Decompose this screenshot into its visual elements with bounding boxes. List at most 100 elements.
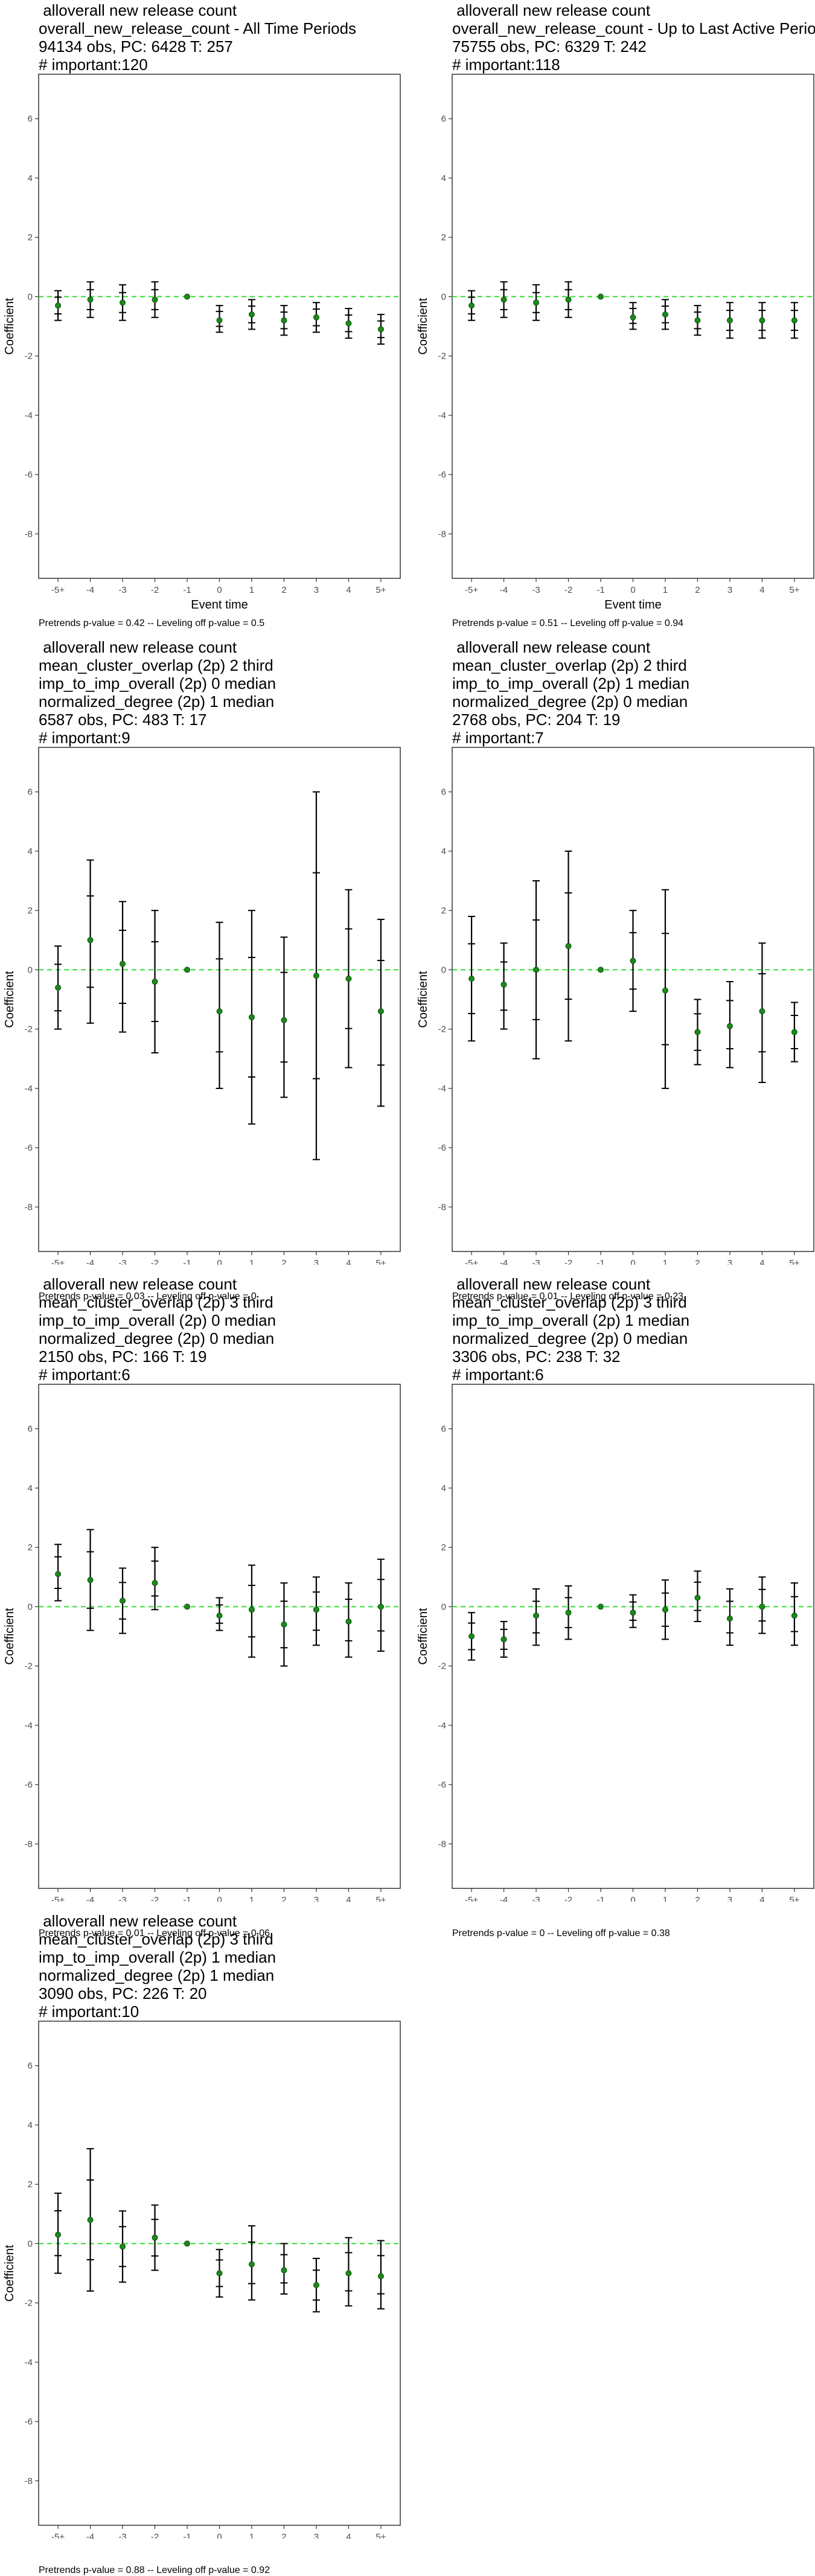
x-tick-label: 3 <box>727 1258 732 1265</box>
x-tick-label: -1 <box>183 585 191 595</box>
y-tick-label: -6 <box>25 470 33 480</box>
y-tick-label: -4 <box>25 1084 33 1094</box>
data-point <box>500 1636 507 1643</box>
chart-title-line: mean_cluster_overlap (2p) 3 third <box>452 1293 687 1311</box>
chart-title: alloverall new release count overall_new_… <box>452 1 815 74</box>
y-tick-label: -6 <box>25 1143 33 1153</box>
data-point <box>759 317 765 324</box>
y-tick-label: 0 <box>441 292 446 302</box>
data-point <box>533 299 540 306</box>
y-tick-label: 6 <box>441 114 446 124</box>
x-tick-label: 0 <box>630 585 635 595</box>
x-tick-label: -4 <box>86 1895 94 1902</box>
chart-title-line: 6587 obs, PC: 483 T: 17 <box>39 711 207 729</box>
y-tick-label: -6 <box>25 1780 33 1790</box>
y-tick-label: -8 <box>438 529 446 539</box>
x-tick-label: -3 <box>532 1895 540 1902</box>
chart-panel-7: alloverall new release count mean_cluster… <box>0 1911 401 2575</box>
data-point <box>726 317 733 324</box>
x-tick-label: 3 <box>727 1895 732 1902</box>
y-tick-label: -2 <box>25 351 33 362</box>
pvalue-footnote: Pretrends p-value = 0.01 -- Leveling off… <box>39 1928 270 1938</box>
chart-title-line: # important:7 <box>452 729 544 747</box>
x-tick-label: -5+ <box>465 585 478 595</box>
chart-title-line: alloverall new release count <box>39 1912 237 1930</box>
chart-title-line: imp_to_imp_overall (2p) 0 median <box>39 1311 276 1329</box>
data-point <box>87 2217 94 2223</box>
chart-panel-5: alloverall new release count mean_cluster… <box>0 1274 401 1938</box>
data-point <box>662 987 668 994</box>
x-tick-label: -2 <box>564 1258 572 1265</box>
chart-title: alloverall new release count mean_cluster… <box>39 638 276 747</box>
chart-title-line: 3306 obs, PC: 238 T: 32 <box>452 1347 621 1366</box>
y-axis-label: Coefficient <box>3 1608 16 1665</box>
x-tick-label: 0 <box>217 1258 222 1265</box>
data-point <box>184 1603 191 1610</box>
y-tick-label: -8 <box>25 2476 33 2486</box>
chart-title: alloverall new release count mean_cluster… <box>39 1275 276 1384</box>
chart-title-line: normalized_degree (2p) 1 median <box>39 692 275 711</box>
x-tick-label: 0 <box>217 1895 222 1902</box>
data-point <box>759 1603 765 1610</box>
chart-title-line: # important:6 <box>39 1366 130 1384</box>
data-point <box>248 311 255 318</box>
chart-title-line: # important:118 <box>452 56 560 74</box>
x-tick-label: 1 <box>249 1258 254 1265</box>
data-point <box>184 967 191 973</box>
x-tick-label: 5+ <box>376 585 386 595</box>
x-axis-label: Event time <box>191 598 248 612</box>
y-tick-label: -4 <box>25 2357 33 2368</box>
data-point <box>55 2231 62 2238</box>
x-tick-label: 5+ <box>789 1258 799 1265</box>
data-point <box>55 984 62 991</box>
data-point <box>120 2243 126 2250</box>
chart-title-line: overall_new_release_count - Up to Last A… <box>452 19 815 37</box>
chart-svg: -8 -6 -4 -2 0 2 4 6 -5+ -4 -3 -2 -1 0 1 2 3 4 5+ Coefficien… <box>417 747 814 1265</box>
x-tick-label: -4 <box>500 585 508 595</box>
data-point <box>726 1023 733 1029</box>
data-point <box>468 302 475 309</box>
data-point <box>377 326 384 333</box>
data-point <box>694 1029 701 1035</box>
data-point <box>598 293 604 300</box>
y-tick-label: 6 <box>28 114 33 124</box>
x-tick-label: 1 <box>663 585 668 595</box>
data-point <box>281 1621 287 1628</box>
data-point <box>694 1594 701 1601</box>
y-tick-label: 0 <box>441 1602 446 1612</box>
y-tick-label: -2 <box>438 351 446 362</box>
x-tick-label: -5+ <box>51 585 65 595</box>
y-tick-label: 0 <box>28 1602 33 1612</box>
data-point <box>791 1612 797 1619</box>
y-tick-label: -2 <box>25 2298 33 2309</box>
data-point <box>281 1017 287 1023</box>
data-point <box>662 1606 668 1613</box>
x-tick-label: 3 <box>314 1895 319 1902</box>
chart-title-line: 3090 obs, PC: 226 T: 20 <box>39 1984 207 2002</box>
y-tick-label: -2 <box>438 1024 446 1035</box>
chart-title: alloverall new release count mean_cluster… <box>452 638 689 747</box>
y-tick-label: 6 <box>28 2061 33 2071</box>
y-tick-label: 4 <box>441 846 446 857</box>
x-tick-label: 4 <box>759 1258 764 1265</box>
chart-title-line: imp_to_imp_overall (2p) 1 median <box>452 1311 690 1329</box>
data-point <box>630 1609 636 1616</box>
error-bar <box>280 2243 288 2295</box>
pvalue-footnote: Pretrends p-value = 0.51 -- Leveling off… <box>452 618 684 628</box>
chart-title-line: imp_to_imp_overall (2p) 1 median <box>452 674 690 692</box>
chart-title-line: normalized_degree (2p) 0 median <box>39 1329 275 1347</box>
data-point <box>216 1612 223 1619</box>
chart-title-line: imp_to_imp_overall (2p) 1 median <box>39 1948 276 1966</box>
data-point <box>630 957 636 964</box>
y-tick-label: 0 <box>441 965 446 975</box>
y-tick-label: -2 <box>438 1661 446 1672</box>
chart-title-line: mean_cluster_overlap (2p) 2 third <box>39 656 273 674</box>
data-point <box>87 296 94 303</box>
y-tick-label: 2 <box>441 1542 446 1553</box>
x-tick-label: -3 <box>532 585 540 595</box>
data-point <box>345 1618 352 1625</box>
chart-title-line: # important:6 <box>452 1366 544 1384</box>
y-tick-label: -8 <box>25 529 33 539</box>
y-tick-label: -8 <box>25 1202 33 1212</box>
error-bar <box>151 1547 159 1611</box>
